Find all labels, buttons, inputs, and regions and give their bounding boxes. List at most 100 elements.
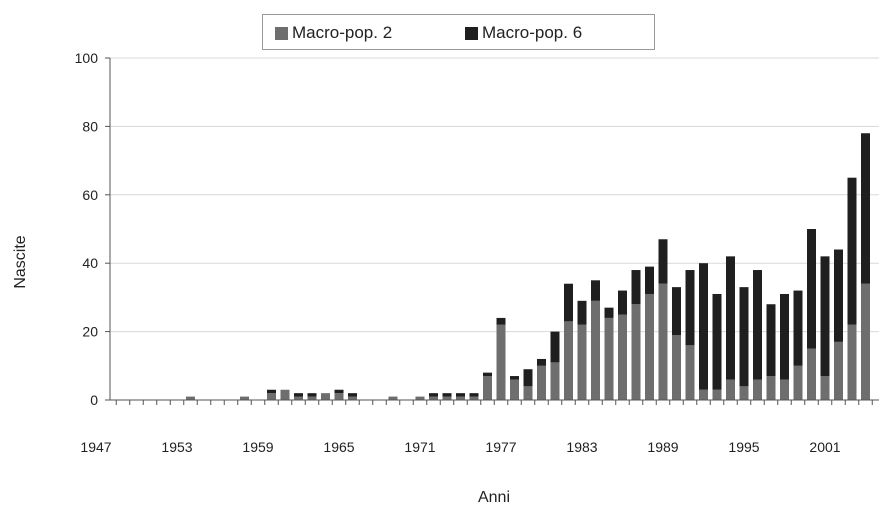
bar-series-2-1999	[793, 290, 803, 366]
bar-series-1-1995	[739, 386, 749, 400]
bar-series-1-1962	[294, 396, 303, 400]
bar-series-2-1977	[496, 317, 506, 325]
bar-series-1-1960	[267, 393, 276, 400]
bar-series-2-1991	[685, 270, 695, 346]
x-tick-label-1995: 1995	[728, 439, 759, 455]
y-tick-label-60: 60	[82, 187, 98, 203]
bar-series-1-2001	[820, 376, 830, 400]
x-tick-labels: 1947 1953 1959 1965 1971 1977 1983 1989 1995 2001	[80, 439, 840, 455]
x-tick-label-2001: 2001	[809, 439, 840, 455]
bar-series-2-2001	[820, 256, 830, 377]
bar-series-2-1962	[294, 393, 303, 397]
bar-series-2-1996	[753, 270, 762, 380]
x-tick-label-1989: 1989	[647, 439, 678, 455]
bar-series-2-1990	[672, 287, 681, 336]
bar-series-2-1992	[699, 263, 708, 390]
bar-series-2-1985	[604, 307, 614, 318]
bar-series-1-1996	[753, 379, 762, 400]
legend: Macro-pop. 2 Macro-pop. 6	[262, 14, 655, 50]
bar-series-1-1965	[334, 393, 344, 400]
bar-series-1-1993	[712, 389, 722, 400]
legend-label-series-2: Macro-pop. 6	[482, 23, 583, 42]
y-tick-label-20: 20	[82, 324, 98, 340]
bar-series-2-1993	[712, 293, 722, 390]
y-tick-label-0: 0	[90, 392, 98, 408]
bar-series-2-1960	[267, 389, 276, 394]
bar-series-2-1963	[307, 393, 317, 397]
bar-series-2-1981	[550, 331, 560, 363]
bar-series-2-1983	[577, 300, 587, 325]
y-tick-label-40: 40	[82, 255, 98, 271]
bar-series-1-1975	[469, 396, 479, 400]
bar-series-2-1986	[618, 290, 627, 315]
bar-series-1-1989	[658, 283, 668, 400]
bar-series-1-1978	[510, 379, 519, 400]
bar-series-1-1979	[523, 386, 533, 400]
y-tick-label-100: 100	[75, 50, 99, 66]
x-tick-label-1977: 1977	[485, 439, 516, 455]
legend-item-series-2: Macro-pop. 6	[465, 23, 582, 43]
bar-series-1-1999	[793, 365, 803, 400]
bar-series-1-1998	[780, 379, 789, 400]
bar-series-1-1994	[726, 379, 735, 400]
bar-series-1-1961	[280, 389, 290, 400]
legend-item-series-1: Macro-pop. 2	[275, 23, 392, 43]
y-tick-label-80: 80	[82, 118, 98, 134]
bar-series-2-1974	[456, 393, 465, 397]
bar-series-2-1975	[469, 393, 479, 397]
bar-series-2-1984	[591, 280, 600, 301]
bar-series-1-2000	[807, 348, 816, 400]
bar-series-1-1988	[645, 293, 654, 400]
bar-series-1-2003	[847, 324, 857, 400]
x-tick-label-1983: 1983	[566, 439, 597, 455]
bar-series-2-2003	[847, 177, 857, 325]
bar-series-2-2004	[861, 133, 870, 284]
legend-swatch-series-2	[465, 26, 478, 40]
bar-series-1-2002	[834, 341, 843, 400]
bar-series-2-1997	[766, 304, 776, 377]
bar-series-2-2000	[807, 229, 816, 349]
bar-series-1-1981	[550, 362, 560, 400]
bar-series-2-1995	[739, 287, 749, 387]
axes	[105, 57, 879, 405]
bar-series-2-1976	[483, 372, 492, 377]
bar-series-2-1989	[658, 239, 668, 284]
bar-series-2-1979	[523, 369, 533, 387]
bar-series-2-1980	[537, 358, 546, 366]
bars	[186, 133, 870, 400]
bar-series-2-2002	[834, 249, 843, 342]
bar-series-1-1971	[415, 396, 425, 400]
y-axis-title: Nascite	[12, 235, 29, 288]
bar-series-2-1972	[429, 393, 438, 397]
x-tick-label-1959: 1959	[242, 439, 273, 455]
bar-series-2-1987	[631, 270, 641, 305]
bar-series-1-1969	[388, 396, 398, 400]
bar-series-2-1998	[780, 293, 789, 380]
bar-series-2-1966	[348, 393, 357, 397]
bar-series-1-1982	[564, 321, 573, 400]
bar-series-1-1964	[321, 393, 330, 400]
y-tick-labels: 0 20 40 60 80 100	[75, 50, 99, 408]
gridlines	[110, 57, 879, 333]
bar-series-1-1992	[699, 389, 708, 400]
bar-series-2-1978	[510, 376, 519, 380]
bar-series-2-1982	[564, 283, 573, 322]
bar-series-1-2004	[861, 283, 870, 400]
bar-series-1-1963	[307, 396, 317, 400]
bar-series-1-1976	[483, 376, 492, 400]
x-tick-label-1971: 1971	[404, 439, 435, 455]
legend-label-series-1: Macro-pop. 2	[292, 23, 393, 42]
x-tick-label-1965: 1965	[323, 439, 354, 455]
bar-series-1-1974	[456, 396, 465, 400]
bar-series-1-1977	[496, 324, 506, 400]
bar-series-2-1994	[726, 256, 735, 380]
bar-series-1-1983	[577, 324, 587, 400]
bar-series-2-1973	[442, 393, 452, 397]
bar-series-1-1972	[429, 396, 438, 400]
bar-series-1-1986	[618, 314, 627, 400]
bar-series-1-1980	[537, 365, 546, 400]
bar-series-1-1966	[348, 396, 357, 400]
bar-series-1-1984	[591, 300, 600, 400]
x-tick-label-1953: 1953	[161, 439, 192, 455]
bar-series-2-1965	[334, 389, 344, 394]
